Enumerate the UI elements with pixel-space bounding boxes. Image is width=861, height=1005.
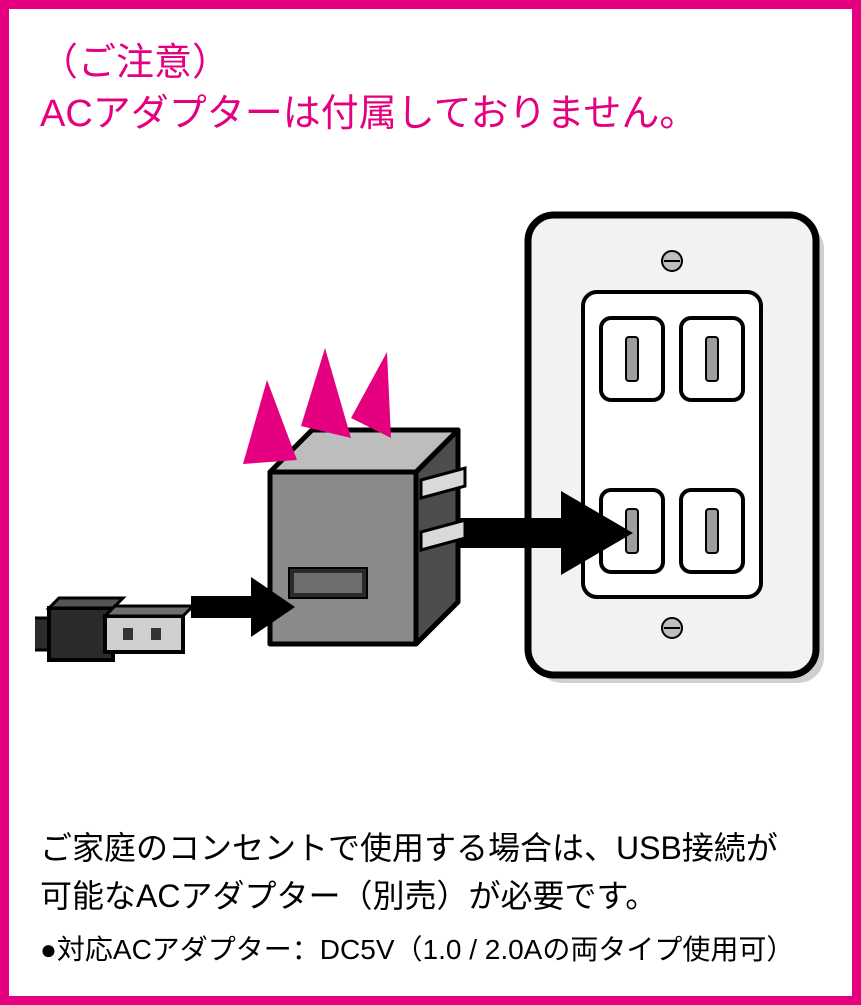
footer-block: ご家庭のコンセントで使用する場合は、USB接続が 可能なACアダプター（別売）が… (40, 824, 831, 969)
header-block: （ご注意） ACアダプターは付属しておりません。 (40, 38, 831, 141)
header-title: ACアダプターは付属しておりません。 (40, 89, 831, 140)
footer-body-1: ご家庭のコンセントで使用する場合は、USB接続が (40, 824, 831, 872)
footer-body-2: 可能なACアダプター（別売）が必要です。 (40, 872, 831, 920)
footer-spec: ●対応ACアダプター：DC5V（1.0 / 2.0Aの両タイプ使用可） (40, 930, 831, 969)
illustration (35, 170, 830, 830)
caution-label: （ご注意） (40, 38, 831, 89)
